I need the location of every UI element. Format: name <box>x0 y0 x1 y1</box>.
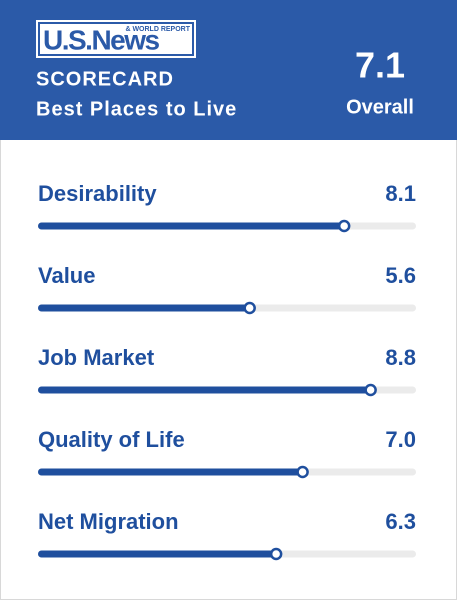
value-label: 7.0 <box>385 427 416 452</box>
value-label: 8.1 <box>385 181 416 206</box>
category-label: Job Market <box>38 345 155 370</box>
category-label: Quality of Life <box>38 427 185 452</box>
value-label: 5.6 <box>385 263 416 288</box>
value-label: 6.3 <box>385 509 416 534</box>
bar <box>38 304 250 312</box>
overall-label: Overall <box>346 96 414 118</box>
bar-knob <box>269 547 283 561</box>
logo: U.S.News <box>43 24 160 55</box>
category-label: Net Migration <box>38 509 179 534</box>
logo-tagline: & WORLD REPORT <box>125 26 190 33</box>
bar-knob <box>364 383 377 397</box>
bar <box>38 468 303 476</box>
bar-knob <box>296 465 309 479</box>
subtitle: Best Places to Live <box>36 98 237 120</box>
bar-knob <box>337 219 351 233</box>
bar <box>38 386 371 394</box>
bar <box>38 550 277 558</box>
logo-box <box>36 20 196 58</box>
overall-score: 7.1 <box>355 45 405 86</box>
logo-frame <box>38 22 194 56</box>
category-label: Value <box>38 263 95 288</box>
category-label: Desirability <box>38 181 157 206</box>
bar <box>38 222 345 230</box>
value-label: 8.8 <box>385 345 416 370</box>
title: SCORECARD <box>36 68 174 90</box>
bar-knob <box>243 301 256 315</box>
